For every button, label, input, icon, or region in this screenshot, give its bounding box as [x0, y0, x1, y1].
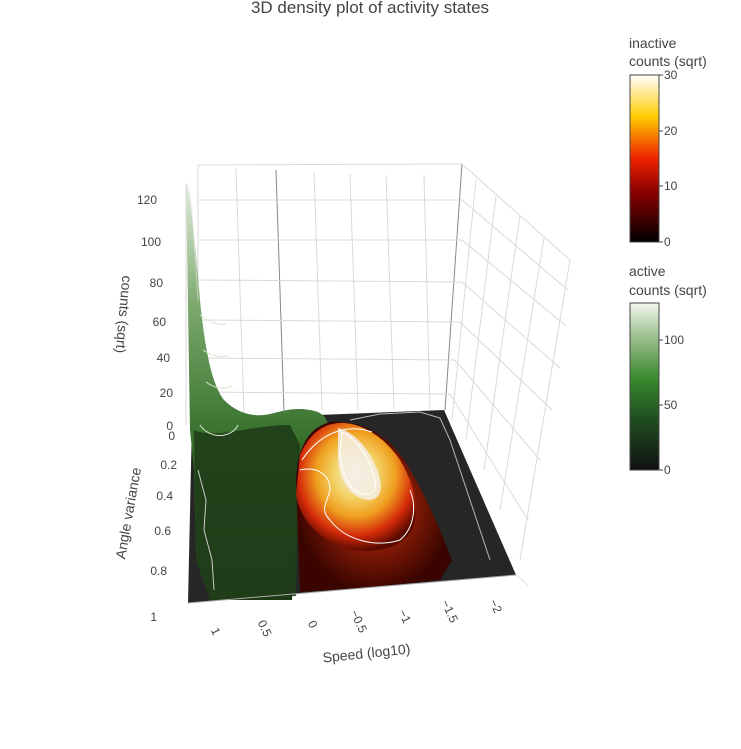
y-tick-label: 0.8 — [150, 564, 167, 578]
axis-frame — [187, 574, 529, 604]
colorbar-active-tick: 0 — [664, 463, 671, 477]
x-tick-label: −0.5 — [347, 608, 370, 636]
colorbar-active-title: active — [629, 263, 666, 279]
z-axis-title: counts (sqrt) — [113, 275, 136, 354]
colorbar-active-tick: 50 — [664, 398, 678, 412]
colorbar-inactive-tick: 0 — [664, 235, 671, 249]
colorbar-inactive-tick: 30 — [664, 68, 678, 82]
z-tick-label: 80 — [150, 276, 164, 290]
scene-gridlines — [185, 163, 571, 561]
colorbar-active-title: counts (sqrt) — [629, 282, 707, 298]
colorbar-inactive-title: counts (sqrt) — [629, 53, 707, 69]
colorbar-active-bar — [629, 302, 660, 471]
z-tick-label: 0 — [166, 419, 173, 433]
x-tick-label: −2 — [486, 597, 505, 616]
colorbar-inactive: inactive counts (sqrt) 0 10 20 30 — [629, 35, 707, 249]
colorbar-inactive-tick: 10 — [664, 179, 678, 193]
y-tick-label: 0.6 — [154, 524, 171, 538]
z-tick-label: 120 — [137, 193, 157, 207]
z-tick-label: 100 — [141, 235, 161, 249]
y-axis: 0 0.2 0.4 0.6 0.8 1 Angle variance — [112, 429, 177, 624]
colorbar-active: active counts (sqrt) 0 50 100 — [629, 263, 707, 477]
colorbar-inactive-title: inactive — [629, 35, 677, 51]
x-axis: 1 0.5 0 −0.5 −1 −1.5 −2 Speed (log10) — [208, 597, 505, 665]
colorbar-inactive-bar — [629, 74, 660, 243]
z-tick-label: 60 — [153, 315, 167, 329]
y-tick-label: 0.2 — [160, 458, 177, 472]
x-tick-label: 0.5 — [255, 618, 275, 639]
x-axis-title: Speed (log10) — [322, 640, 411, 665]
y-tick-label: 0 — [168, 429, 175, 443]
colorbar-active-tick: 100 — [664, 333, 684, 347]
y-axis-title: Angle variance — [112, 466, 144, 560]
z-tick-label: 20 — [160, 386, 174, 400]
z-axis: 0 20 40 60 80 100 120 counts (sqrt) — [113, 193, 174, 433]
chart-title: 3D density plot of activity states — [251, 0, 489, 17]
y-tick-label: 0.4 — [156, 489, 173, 503]
active-surface — [185, 182, 328, 600]
colorbar-inactive-tick: 20 — [664, 124, 678, 138]
inactive-surface — [296, 411, 491, 592]
x-tick-label: −1 — [395, 607, 414, 626]
z-tick-label: 40 — [157, 351, 171, 365]
x-tick-label: 0 — [305, 618, 321, 630]
x-tick-label: −1.5 — [438, 598, 461, 626]
x-tick-label: 1 — [208, 625, 224, 637]
y-tick-label: 1 — [150, 610, 157, 624]
